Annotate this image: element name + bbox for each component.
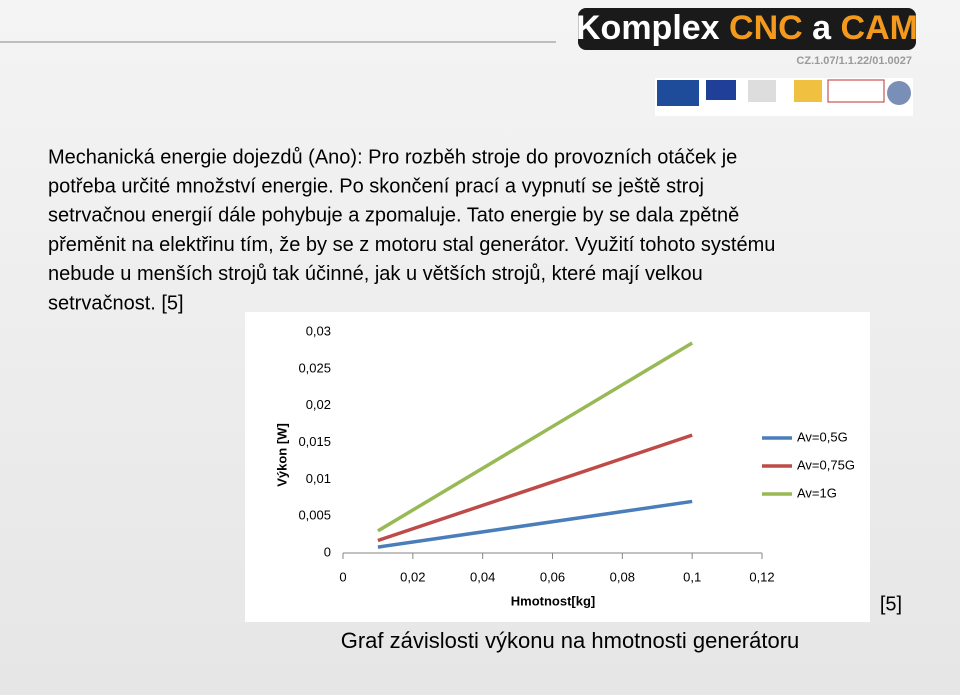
body-text: Mechanická energie dojezdů (Ano): Pro ro… [48, 146, 775, 314]
logo-part: CNC [729, 9, 803, 47]
x-tick-label: 0,08 [610, 569, 635, 584]
y-axis-label: Výkon [W] [274, 423, 289, 487]
x-tick-label: 0,1 [683, 569, 701, 584]
y-tick-label: 0 [324, 544, 331, 559]
logo-box [578, 8, 916, 50]
x-tick-label: 0 [339, 569, 346, 584]
chart: 0 0,005 0,01 0,015 0,02 0,025 0,03 0 0,02 0,04 0,0… [274, 323, 855, 608]
legend-label: Av=1G [797, 485, 837, 500]
series-line [377, 433, 693, 543]
body-line: Mechanická energie dojezdů (Ano): Pro ro… [48, 146, 737, 168]
eu-flag [706, 80, 736, 100]
y-tick-label: 0,03 [306, 323, 331, 338]
body-line: nebude u menších strojů tak účinné, jak … [48, 263, 703, 285]
series-line [377, 499, 693, 549]
logo-part: a [812, 9, 832, 47]
eu-logos [655, 78, 913, 116]
series-line [377, 341, 694, 533]
legend-label: Av=0,5G [797, 429, 848, 444]
caption: Graf závislosti výkonu na hmotnosti gene… [341, 628, 800, 653]
body-line: potřeba určité množství energie. Po skon… [48, 175, 704, 197]
body-line: přeměnit na elektřinu tím, že by se z mo… [48, 234, 775, 256]
y-tick-label: 0,015 [298, 434, 331, 449]
source: [5] [880, 593, 902, 615]
x-tick-label: 0,12 [749, 569, 774, 584]
region-logo [887, 81, 911, 105]
esf-logo [657, 80, 699, 106]
y-tick-label: 0,025 [298, 360, 331, 375]
project-code: CZ.1.07/1.1.22/01.0027 [796, 55, 912, 67]
x-tick-label: 0,02 [400, 569, 425, 584]
logo-part: Komplex [576, 9, 720, 47]
y-tick-label: 0,02 [306, 397, 331, 412]
op-logo [794, 80, 822, 102]
body-line: setrvačnou energií dále pohybuje a zpoma… [48, 205, 739, 227]
body-line: setrvačnost. [5] [48, 292, 184, 314]
msmt-logo [748, 80, 776, 102]
y-tick-label: 0,01 [306, 471, 331, 486]
logo: Komplex CNC a CAM [576, 9, 918, 47]
logo-part: CAM [841, 9, 918, 47]
kraj-logo [827, 79, 885, 103]
y-tick-label: 0,005 [298, 508, 331, 523]
x-tick-label: 0,04 [470, 569, 495, 584]
legend-label: Av=0,75G [797, 457, 855, 472]
x-axis-label: Hmotnost[kg] [511, 593, 596, 608]
x-tick-label: 0,06 [540, 569, 565, 584]
